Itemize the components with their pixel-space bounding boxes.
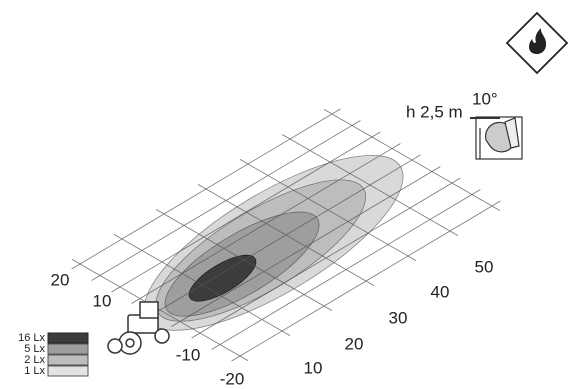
flammable-icon: [505, 11, 569, 75]
lateral-label: 20: [51, 270, 70, 289]
legend-label: 1 Lx: [24, 365, 45, 377]
grid-line: [239, 159, 417, 261]
grid-line: [197, 184, 375, 286]
legend-label: 2 Lx: [24, 354, 45, 366]
legend: 16 Lx 5 Lx 2 Lx 1 Lx: [18, 332, 89, 377]
forward-label: 40: [431, 282, 450, 301]
legend-label: 16 Lx: [18, 332, 45, 344]
grid-line: [71, 259, 249, 361]
legend-swatch: [47, 354, 89, 366]
forward-label: 10: [304, 358, 323, 377]
height-label: h 2,5 m: [406, 102, 463, 121]
isolux-16lx: [188, 254, 257, 302]
tractor-icon: [107, 301, 170, 355]
lamp-icon: [470, 116, 523, 160]
forward-label: 30: [389, 308, 408, 327]
ground-grid-overlay: [71, 108, 501, 362]
forward-label: 20: [345, 334, 364, 353]
grid-line: [323, 109, 501, 211]
forward-label: 50: [475, 257, 494, 276]
grid-line: [281, 134, 459, 236]
grid-line: [155, 209, 333, 311]
legend-swatch: [47, 343, 89, 355]
lateral-label: -10: [176, 345, 201, 364]
lateral-label: 10: [93, 291, 112, 310]
legend-label: 5 Lx: [24, 343, 45, 355]
legend-swatch: [47, 365, 89, 377]
lateral-label: -20: [220, 369, 245, 388]
angle-label: 10°: [472, 89, 498, 108]
legend-swatch: [47, 332, 89, 344]
grid-line: [113, 234, 291, 336]
